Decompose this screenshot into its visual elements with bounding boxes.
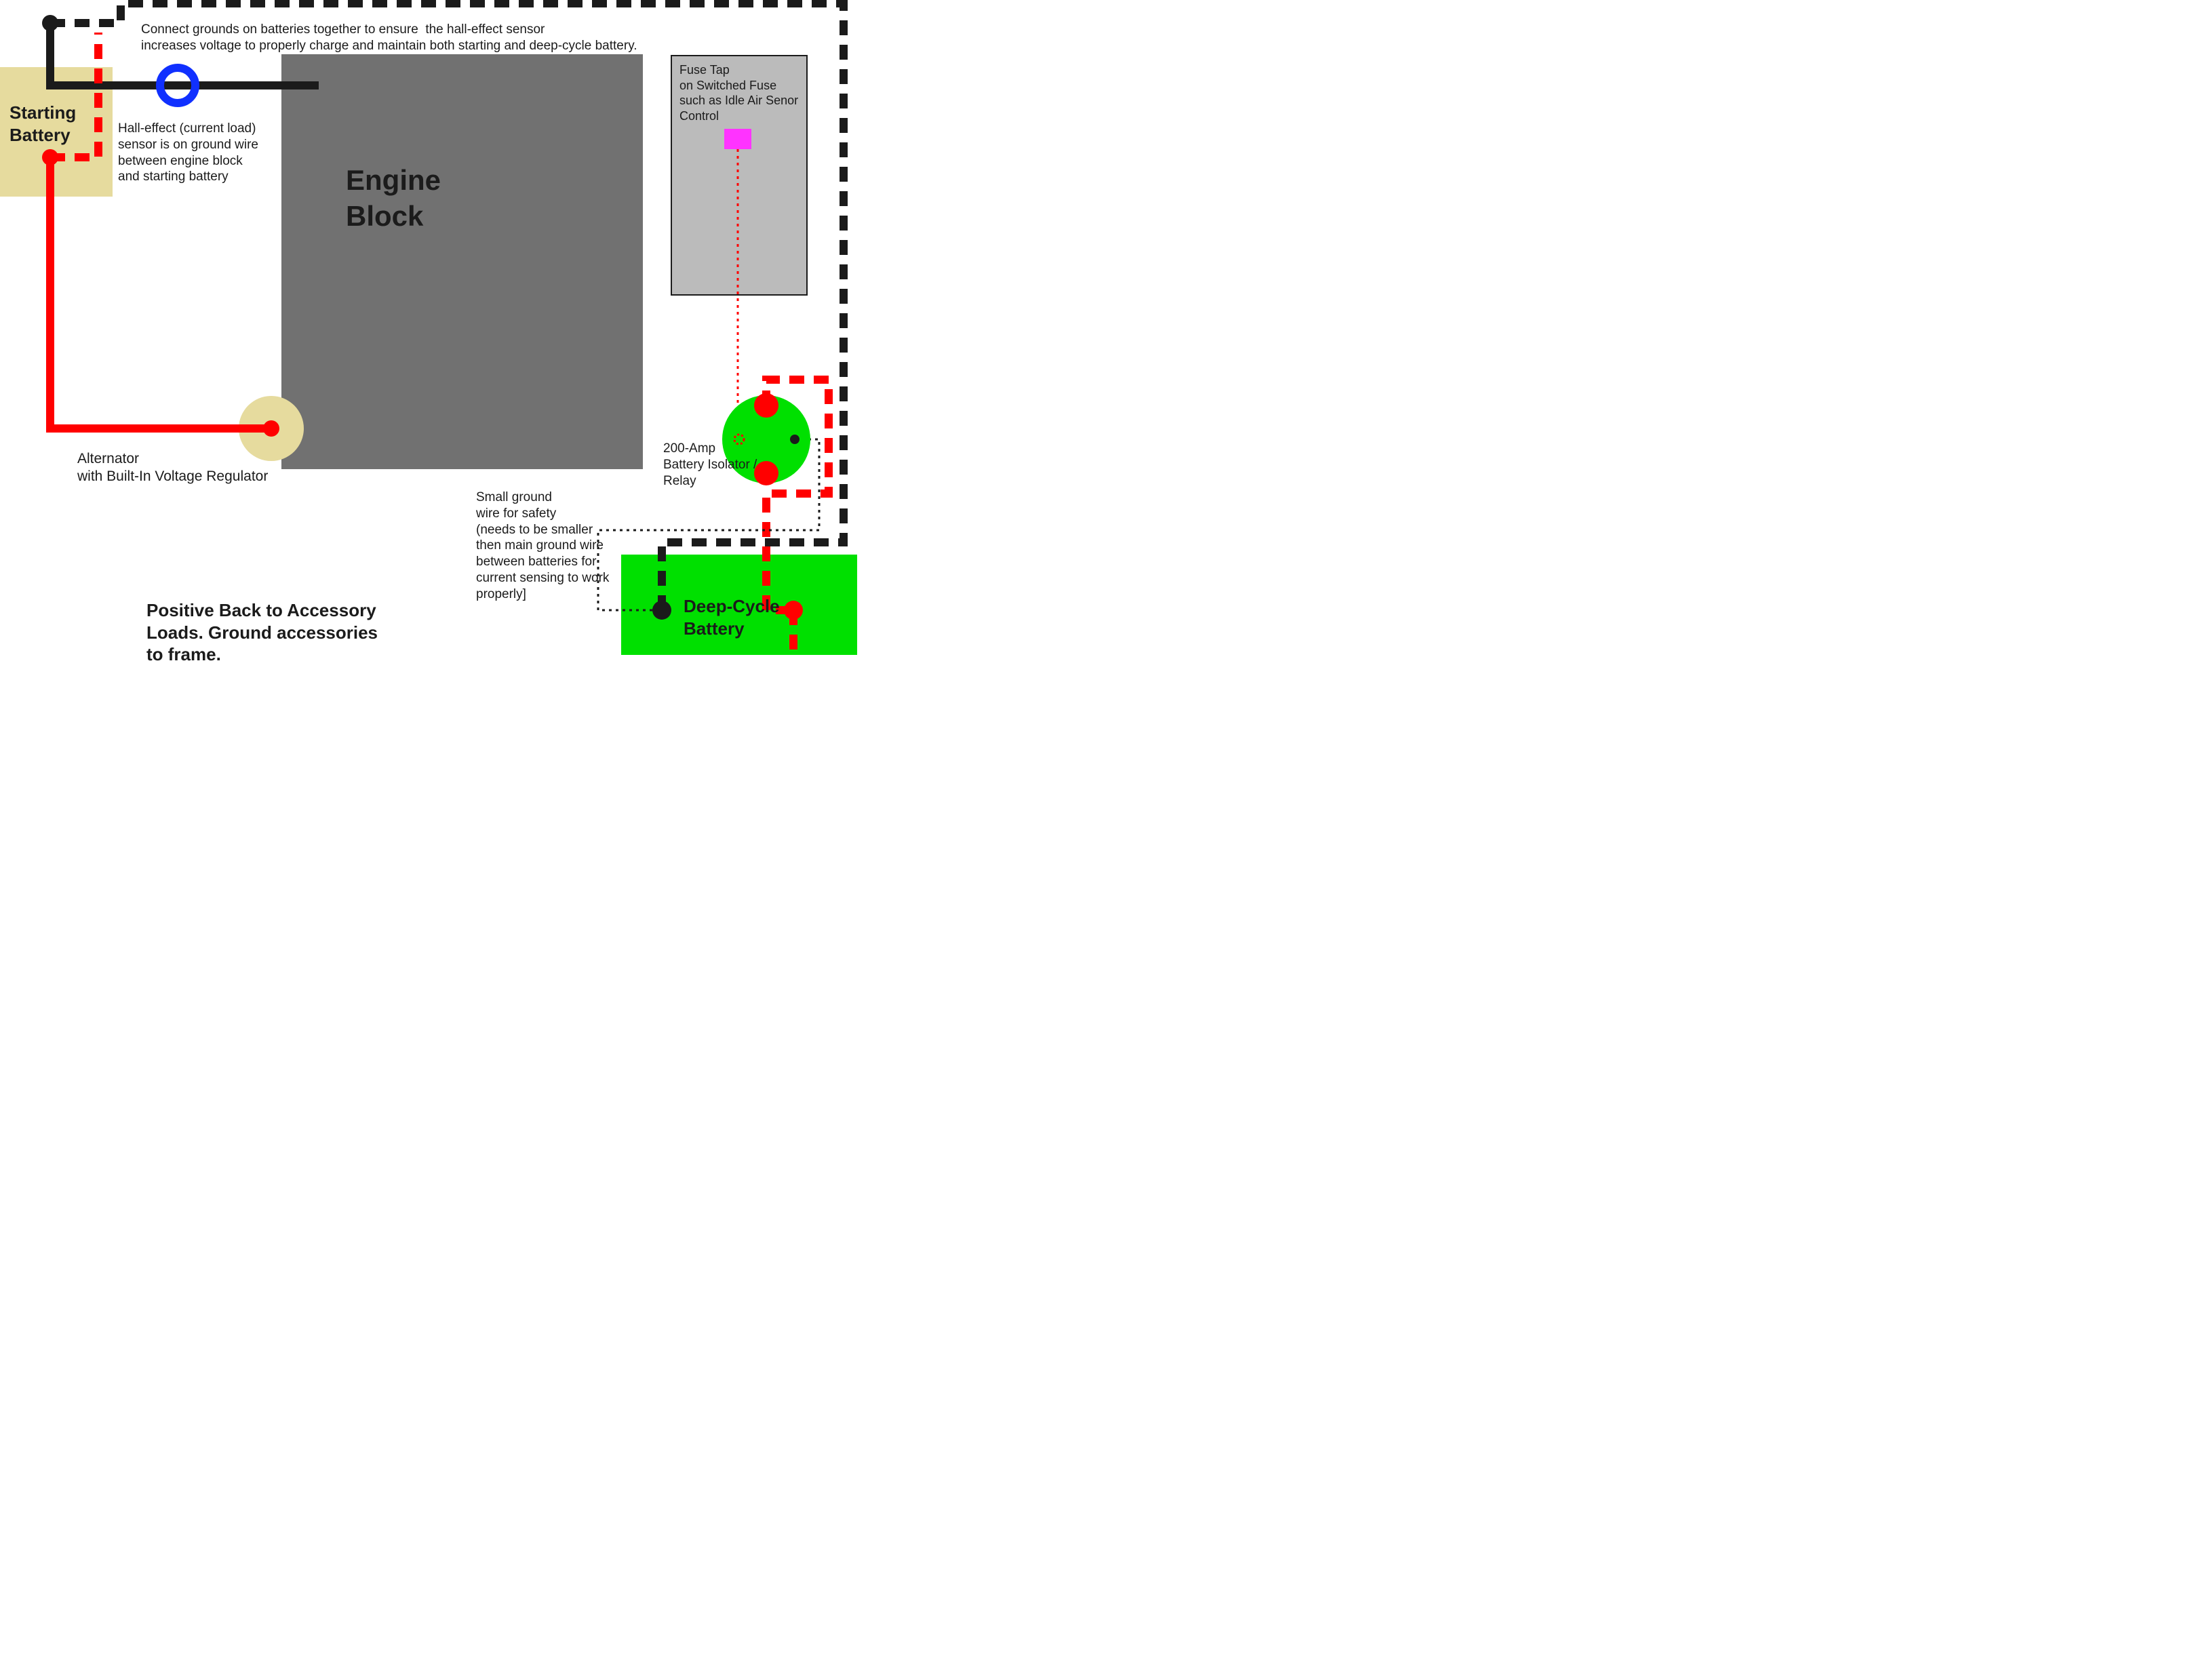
hall-effect-note: Hall-effect (current load) sensor is on …	[118, 121, 258, 185]
top-note: Connect grounds on batteries together to…	[141, 22, 637, 54]
deep-cycle-label: Deep-Cycle Battery	[684, 595, 780, 639]
engine-block-box	[281, 54, 643, 469]
alternator-label: Alternator with Built-In Voltage Regulat…	[77, 450, 268, 486]
positive-wire-main	[50, 157, 271, 428]
relay-terminal-top	[754, 393, 778, 418]
fuse-tap-label: Fuse Tap on Switched Fuse such as Idle A…	[679, 62, 798, 123]
deep-positive-terminal	[784, 601, 803, 620]
starting-battery-label: Starting Battery	[9, 102, 76, 146]
bottom-note: Positive Back to Accessory Loads. Ground…	[146, 599, 378, 666]
engine-block-label: Engine Block	[346, 163, 441, 234]
starting-positive-terminal	[42, 149, 58, 165]
diagram-canvas: Engine Block Starting Battery Fuse Tap on …	[0, 0, 857, 655]
alternator-terminal	[263, 420, 279, 437]
deep-ground-terminal	[652, 601, 671, 620]
relay-terminal-right	[790, 435, 800, 444]
starting-ground-terminal	[42, 15, 58, 31]
relay-terminal-bottom	[754, 461, 778, 485]
fuse-tap	[724, 129, 751, 149]
relay-label: 200-Amp Battery Isolator / Relay	[663, 441, 757, 489]
small-ground-note: Small ground wire for safety (needs to b…	[476, 489, 609, 602]
